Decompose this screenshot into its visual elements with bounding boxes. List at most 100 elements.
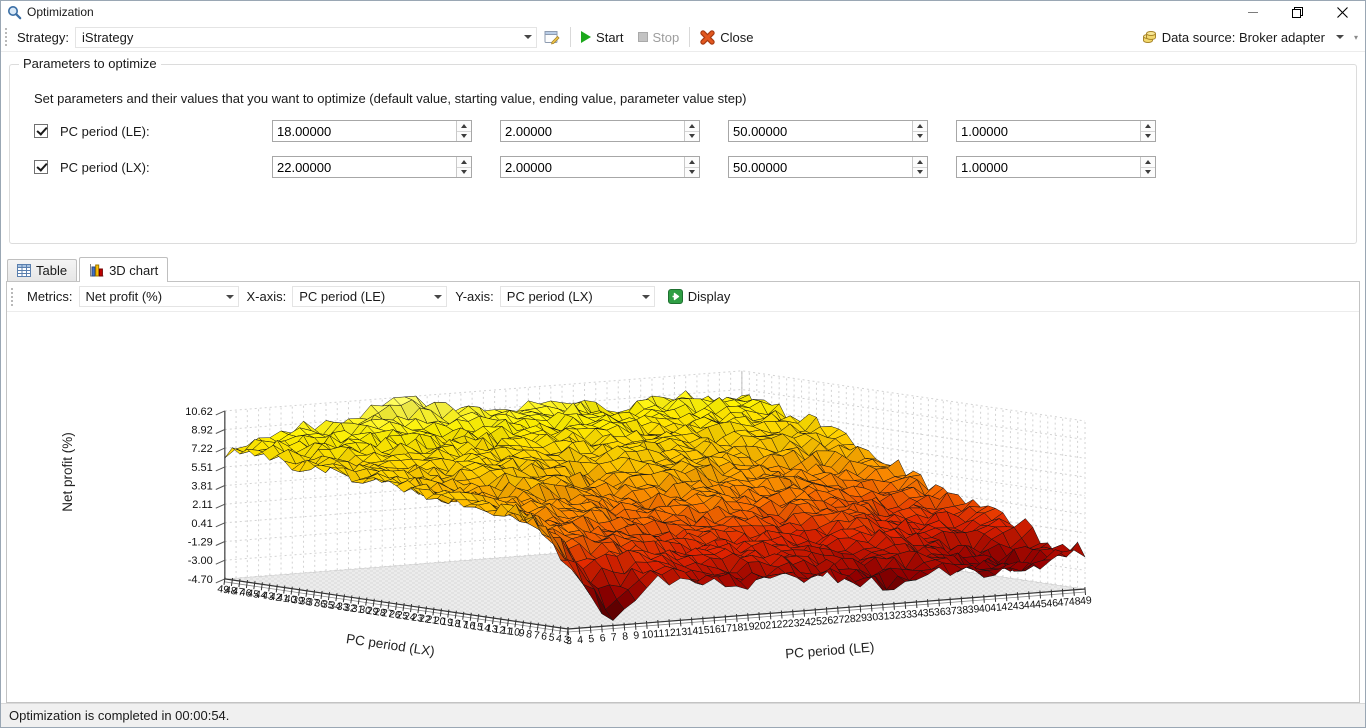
start-button[interactable]: Start bbox=[574, 25, 630, 49]
spinner-down-button[interactable] bbox=[1141, 130, 1155, 141]
spinner-input[interactable] bbox=[273, 157, 457, 177]
svg-text:7: 7 bbox=[533, 629, 541, 642]
tab-strip: Table 3D chart bbox=[7, 256, 1365, 282]
chevron-down-icon bbox=[524, 35, 533, 39]
toolbar-grip bbox=[11, 287, 15, 306]
svg-text:17: 17 bbox=[455, 618, 468, 632]
svg-text:3: 3 bbox=[566, 635, 573, 647]
close-window-button[interactable] bbox=[1320, 1, 1365, 23]
spinner-down-button[interactable] bbox=[1141, 166, 1155, 177]
xaxis-combobox[interactable]: PC period (LE) bbox=[292, 286, 448, 307]
strategy-properties-button[interactable] bbox=[537, 25, 567, 49]
svg-text:24: 24 bbox=[799, 616, 812, 629]
spinner-down-button[interactable] bbox=[913, 166, 927, 177]
spinner-input[interactable] bbox=[729, 121, 913, 141]
close-label: Close bbox=[720, 29, 754, 45]
svg-text:18: 18 bbox=[731, 621, 744, 634]
spinner-input[interactable] bbox=[501, 157, 685, 177]
groupbox-title: Parameters to optimize bbox=[19, 56, 161, 71]
metrics-combobox[interactable]: Net profit (%) bbox=[78, 286, 239, 307]
spinner-input[interactable] bbox=[501, 121, 685, 141]
close-optimization-button[interactable]: Close bbox=[693, 25, 760, 49]
display-icon bbox=[667, 289, 683, 304]
svg-text:10: 10 bbox=[641, 628, 654, 641]
tab-table-label: Table bbox=[36, 263, 68, 278]
metrics-value: Net profit (%) bbox=[85, 289, 163, 304]
main-toolbar: Strategy: iStrategy Start Stop bbox=[1, 23, 1365, 52]
spinner-input[interactable] bbox=[273, 121, 457, 141]
data-source-label: Data source: Broker adapter bbox=[1161, 29, 1325, 45]
parameter-checkbox[interactable] bbox=[34, 124, 48, 138]
svg-text:19: 19 bbox=[440, 616, 453, 630]
svg-text:9: 9 bbox=[633, 629, 640, 641]
svg-text:47: 47 bbox=[1057, 596, 1070, 609]
svg-text:8: 8 bbox=[622, 630, 629, 642]
spinner-up-button[interactable] bbox=[457, 157, 471, 167]
spinner-down-button[interactable] bbox=[913, 130, 927, 141]
svg-text:22: 22 bbox=[776, 618, 789, 631]
svg-text:25: 25 bbox=[396, 609, 409, 623]
spinner-input[interactable] bbox=[957, 121, 1141, 141]
spinner-up-button[interactable] bbox=[1141, 157, 1155, 167]
svg-text:3.81: 3.81 bbox=[191, 481, 212, 493]
database-icon bbox=[1142, 30, 1156, 43]
chart-toolbar: Metrics: Net profit (%) X-axis: PC perio… bbox=[7, 282, 1359, 312]
spinner-down-button[interactable] bbox=[685, 166, 699, 177]
svg-text:44: 44 bbox=[254, 588, 267, 602]
svg-text:43: 43 bbox=[261, 590, 274, 604]
svg-text:0.41: 0.41 bbox=[191, 518, 212, 530]
minimize-button[interactable] bbox=[1230, 1, 1275, 23]
strategy-combobox[interactable]: iStrategy bbox=[75, 26, 538, 48]
parameter-label: PC period (LE): bbox=[60, 123, 150, 139]
tab-3d-chart[interactable]: 3D chart bbox=[79, 257, 169, 282]
spinner-up-button[interactable] bbox=[913, 121, 927, 131]
yaxis-combobox[interactable]: PC period (LX) bbox=[499, 286, 655, 307]
svg-text:27: 27 bbox=[832, 614, 845, 627]
spinner-up-button[interactable] bbox=[685, 121, 699, 131]
restore-button[interactable] bbox=[1275, 1, 1320, 23]
svg-text:7: 7 bbox=[610, 631, 617, 643]
svg-text:-1.29: -1.29 bbox=[188, 537, 213, 549]
parameter-checkbox[interactable] bbox=[34, 160, 48, 174]
svg-text:12: 12 bbox=[664, 627, 677, 640]
svg-text:21: 21 bbox=[765, 619, 778, 632]
spinner-down-button[interactable] bbox=[457, 166, 471, 177]
xaxis-value: PC period (LE) bbox=[299, 289, 386, 304]
metrics-label: Metrics: bbox=[27, 289, 73, 304]
svg-text:39: 39 bbox=[291, 594, 304, 608]
svg-text:35: 35 bbox=[922, 607, 935, 620]
yaxis-value: PC period (LX) bbox=[506, 289, 593, 304]
svg-text:5.51: 5.51 bbox=[191, 462, 212, 474]
svg-text:47: 47 bbox=[232, 585, 245, 599]
separator bbox=[570, 27, 572, 47]
svg-text:28: 28 bbox=[844, 613, 857, 626]
spinner-up-button[interactable] bbox=[913, 157, 927, 167]
surface-chart: 10.62 8.92 7.22 5.51 3.81 2.11 0.41 -1.29 -3.00 -… bbox=[7, 312, 1359, 702]
spinner-up-button[interactable] bbox=[457, 121, 471, 131]
svg-text:PC period (LX): PC period (LX) bbox=[345, 631, 436, 659]
spinner-down-button[interactable] bbox=[685, 130, 699, 141]
close-x-icon bbox=[700, 29, 715, 45]
spinner-up-button[interactable] bbox=[1141, 121, 1155, 131]
parameter-label: PC period (LX): bbox=[60, 159, 150, 175]
status-bar: Optimization is completed in 00:00:54. bbox=[1, 703, 1365, 727]
parameters-groupbox: Parameters to optimize Set parameters an… bbox=[9, 56, 1357, 244]
svg-text:32: 32 bbox=[889, 609, 902, 622]
display-button[interactable]: Display bbox=[661, 285, 738, 309]
default-value-spinner bbox=[272, 156, 472, 178]
toolbar-overflow-icon[interactable]: ▾ bbox=[1353, 32, 1358, 42]
spinner-input[interactable] bbox=[729, 157, 913, 177]
stop-icon bbox=[637, 32, 648, 42]
tab-table[interactable]: Table bbox=[7, 259, 78, 281]
data-source-button[interactable]: Data source: Broker adapter bbox=[1135, 25, 1351, 49]
svg-text:20: 20 bbox=[754, 620, 767, 633]
svg-text:30: 30 bbox=[358, 604, 371, 618]
spinner-down-button[interactable] bbox=[457, 130, 471, 141]
spinner-up-button[interactable] bbox=[685, 157, 699, 167]
svg-text:31: 31 bbox=[351, 603, 364, 617]
svg-text:29: 29 bbox=[855, 612, 868, 625]
svg-text:27: 27 bbox=[381, 607, 394, 621]
svg-text:36: 36 bbox=[934, 606, 947, 619]
svg-text:46: 46 bbox=[239, 586, 252, 600]
spinner-input[interactable] bbox=[957, 157, 1141, 177]
